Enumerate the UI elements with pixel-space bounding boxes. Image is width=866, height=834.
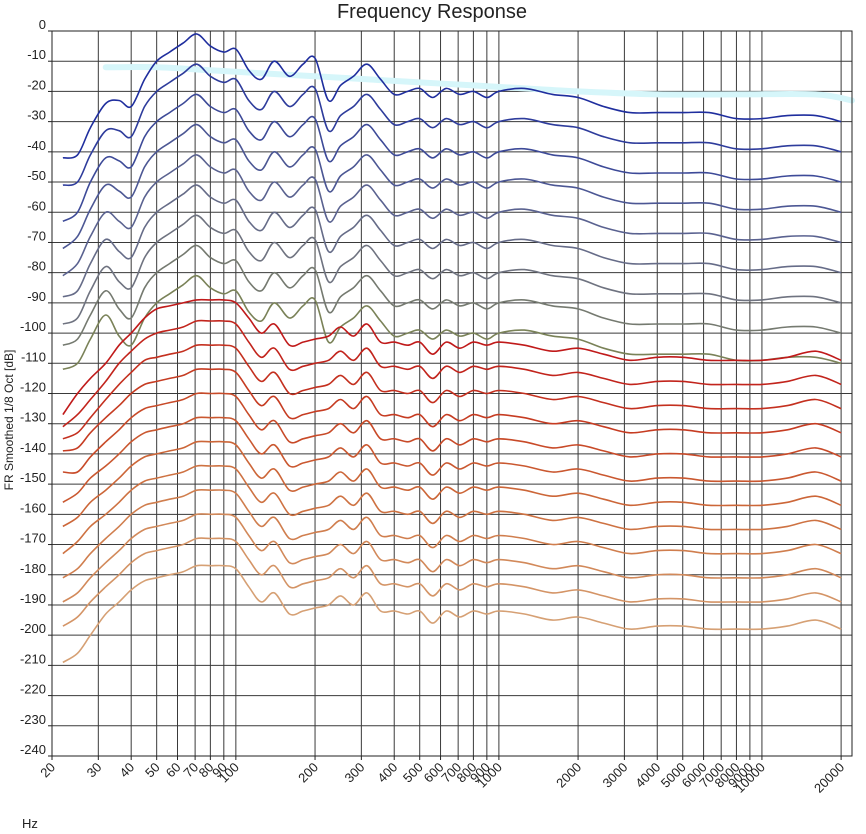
- y-tick-label: -140: [20, 440, 46, 455]
- series-line-2: [62, 63, 842, 187]
- series-line-10: [62, 298, 842, 416]
- series-line-3: [62, 93, 842, 223]
- y-tick-label: 0: [39, 17, 46, 32]
- series-lines: [62, 33, 855, 664]
- y-tick-label: -210: [20, 651, 46, 666]
- y-tick-label: -150: [20, 470, 46, 485]
- y-tick-label: -50: [27, 168, 46, 183]
- series-line-1: [62, 33, 842, 159]
- series-line-13: [62, 368, 842, 452]
- y-axis-label: FR Smoothed 1/8 Oct [dB]: [2, 350, 16, 491]
- series-line-8: [62, 244, 842, 346]
- series-line-21: [62, 564, 842, 664]
- series-line-9: [62, 274, 842, 371]
- y-tick-label: -180: [20, 561, 46, 576]
- y-tick-label: -170: [20, 531, 46, 546]
- y-tick-label: -200: [20, 621, 46, 636]
- y-tick-label: -60: [27, 198, 46, 213]
- y-tick-label: -240: [20, 742, 46, 757]
- y-tick-label: -110: [21, 349, 46, 364]
- series-line-4: [62, 123, 842, 250]
- y-tick-label: -130: [20, 410, 46, 425]
- series-line-20: [62, 537, 842, 627]
- y-tick-label: -120: [20, 380, 46, 395]
- y-tick-label: -100: [20, 319, 46, 334]
- series-line-18: [62, 488, 842, 579]
- y-tick-label: -230: [20, 712, 46, 727]
- series-line-17: [62, 464, 842, 555]
- series-line-16: [62, 440, 842, 528]
- y-tick-label: -40: [27, 138, 46, 153]
- series-line-14: [62, 392, 842, 474]
- series-line-15: [62, 416, 842, 503]
- y-tick-label: -80: [27, 259, 46, 274]
- y-tick-label: -10: [27, 47, 46, 62]
- series-line-7: [62, 214, 842, 325]
- series-line-12: [62, 343, 842, 440]
- y-tick-label: -90: [27, 289, 46, 304]
- y-tick-label: -30: [27, 108, 46, 123]
- series-line-19: [62, 513, 842, 603]
- y-tick-label: -70: [27, 228, 46, 243]
- x-axis-label: Hz: [22, 816, 38, 831]
- series-line-5: [62, 154, 842, 277]
- y-tick-label: -20: [27, 77, 46, 92]
- y-tick-label: -190: [20, 591, 46, 606]
- y-tick-label: -220: [20, 682, 46, 697]
- background-series-line: [102, 64, 855, 104]
- series-line-6: [62, 184, 842, 298]
- chart-title: Frequency Response: [337, 1, 527, 23]
- series-line-11: [62, 319, 842, 428]
- y-tick-label: -160: [20, 500, 46, 515]
- y-tick-labels: 0 -10 -20 -30 -40 -50 -60 -70 -80 -90 -100 -110 -120…: [20, 17, 52, 757]
